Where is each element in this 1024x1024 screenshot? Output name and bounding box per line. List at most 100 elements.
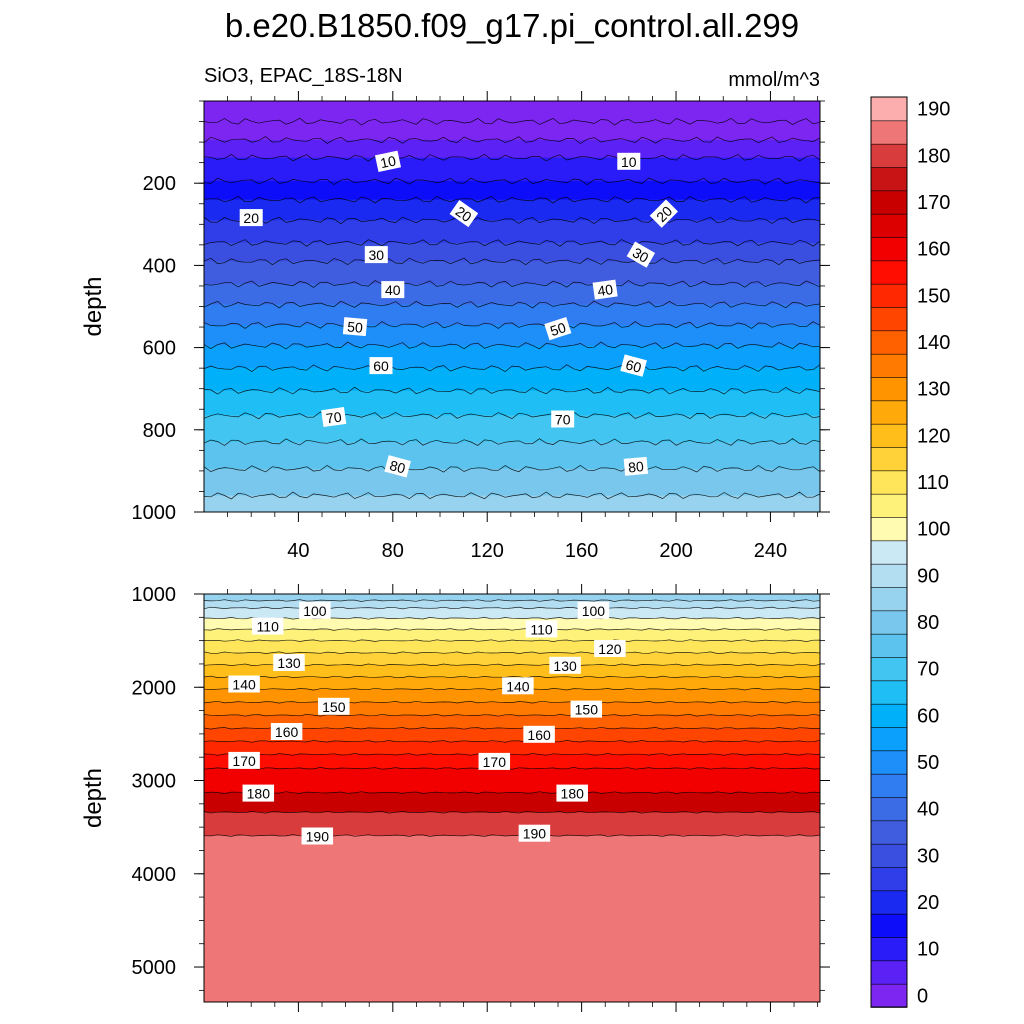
colorbar-swatch bbox=[870, 213, 908, 238]
colorbar-label: 80 bbox=[917, 612, 939, 634]
contour-label: 10 bbox=[617, 152, 641, 170]
contour-line bbox=[204, 257, 820, 266]
contour-line bbox=[204, 791, 820, 794]
contour-line bbox=[204, 753, 820, 756]
contour-label-box bbox=[525, 620, 558, 638]
contour-label-box bbox=[251, 617, 284, 635]
contour-label-box bbox=[518, 824, 551, 842]
lower-panel: 100 100 110 110 120 130 130 140 140 150 150 160 160 1… bbox=[80, 584, 830, 1012]
colorbar-swatch bbox=[870, 400, 908, 425]
colorbar-swatch bbox=[870, 283, 908, 308]
contour-band bbox=[204, 468, 820, 497]
colorbar-swatch bbox=[870, 633, 908, 658]
contour-label-text: 50 bbox=[347, 318, 364, 335]
contour-band bbox=[204, 261, 820, 285]
contour-band bbox=[204, 607, 820, 620]
contour-line bbox=[204, 740, 820, 743]
contour-label-text: 60 bbox=[373, 358, 389, 374]
colorbar-swatch bbox=[870, 166, 908, 192]
contour-label-box bbox=[318, 697, 350, 715]
subtitle-right: mmol/m^3 bbox=[728, 69, 820, 91]
contour-band bbox=[204, 835, 820, 1002]
y-tick-label: 600 bbox=[143, 338, 176, 360]
contour-label-text: 100 bbox=[303, 603, 327, 619]
contour-line bbox=[204, 464, 820, 473]
contour-band bbox=[204, 345, 820, 370]
contour-label-box bbox=[299, 601, 331, 619]
colorbar-swatch bbox=[870, 423, 908, 448]
colorbar-swatch bbox=[870, 330, 908, 355]
y-tick-label: 4000 bbox=[132, 864, 177, 886]
contour-line bbox=[204, 216, 820, 225]
contour-label-text: 40 bbox=[596, 281, 614, 299]
contour-label: 190 bbox=[518, 824, 551, 842]
contour-line bbox=[204, 321, 820, 329]
contour-label-text: 130 bbox=[553, 658, 577, 674]
contour-label: 70 bbox=[321, 406, 347, 428]
contour-label-text: 190 bbox=[523, 826, 547, 842]
colorbar-swatch bbox=[870, 983, 908, 1008]
contour-label-text: 140 bbox=[232, 677, 256, 693]
colorbar-swatch bbox=[870, 376, 908, 402]
contour-label: 10 bbox=[374, 150, 402, 173]
colorbar-swatch bbox=[870, 586, 908, 612]
colorbar: 0 10 20 30 40 50 60 70 80 90 100 110 120 130 140 150 160… bbox=[870, 96, 950, 1008]
contour-label-text: 110 bbox=[257, 619, 280, 635]
colorbar-swatch bbox=[870, 96, 908, 122]
contour-label-text: 10 bbox=[621, 154, 637, 170]
contour-label-text: 100 bbox=[582, 603, 606, 619]
contour-label: 50 bbox=[544, 316, 572, 341]
contour-band bbox=[204, 181, 820, 201]
x-tick-label: 80 bbox=[382, 540, 404, 562]
x-tick-label: 120 bbox=[471, 540, 504, 562]
contour-label: 60 bbox=[369, 357, 393, 375]
contour-band bbox=[204, 640, 820, 654]
contour-band bbox=[204, 652, 820, 666]
contour-band bbox=[204, 101, 820, 123]
contour-label-box bbox=[242, 784, 275, 802]
upper-panel: 10 10 20 20 20 30 30 40 40 50 50 60 60 70 70 80 80 200 400… bbox=[80, 91, 830, 562]
contour-label: 80 bbox=[384, 455, 411, 478]
contour-line bbox=[204, 651, 820, 655]
colorbar-swatch bbox=[870, 143, 908, 168]
contour-band bbox=[204, 594, 820, 602]
contour-label-box bbox=[270, 723, 303, 740]
contour-band bbox=[204, 220, 820, 244]
colorbar-label: 120 bbox=[917, 425, 950, 447]
x-tick-label: 40 bbox=[287, 540, 309, 562]
colorbar-swatch bbox=[870, 120, 908, 145]
colorbar-swatch bbox=[870, 913, 908, 938]
contour-band bbox=[204, 140, 820, 159]
x-tick-label: 240 bbox=[754, 540, 787, 562]
contour-line bbox=[204, 491, 820, 500]
colorbar-swatch bbox=[870, 446, 908, 472]
contour-label-text: 30 bbox=[630, 244, 652, 266]
contour-label-text: 10 bbox=[379, 152, 398, 171]
contour-label-box bbox=[620, 354, 647, 377]
contour-label-text: 50 bbox=[548, 319, 568, 339]
contour-line bbox=[204, 411, 820, 420]
contour-label: 20 bbox=[239, 209, 263, 227]
contour-band bbox=[204, 157, 820, 183]
contour-label: 170 bbox=[228, 751, 260, 769]
colorbar-label: 40 bbox=[917, 799, 939, 821]
upper-plot-area bbox=[204, 101, 820, 512]
contour-label: 40 bbox=[381, 281, 405, 299]
contour-label-box bbox=[369, 357, 393, 375]
colorbar-frame bbox=[870, 96, 908, 1008]
contour-line bbox=[204, 599, 820, 602]
colorbar-swatch bbox=[870, 890, 908, 915]
colorbar-label: 130 bbox=[917, 379, 950, 401]
contour-label: 80 bbox=[623, 456, 649, 476]
colorbar-swatch bbox=[870, 843, 908, 868]
colorbar-swatch bbox=[870, 353, 908, 378]
contour-band bbox=[204, 629, 820, 642]
contour-line bbox=[204, 713, 820, 717]
contour-label: 30 bbox=[626, 241, 656, 268]
contour-label-box bbox=[626, 241, 656, 268]
contour-label-text: 70 bbox=[325, 408, 343, 426]
contour-label-box bbox=[549, 656, 581, 674]
contour-band bbox=[204, 768, 820, 794]
y-tick-label: 5000 bbox=[132, 957, 177, 979]
contour-label: 30 bbox=[364, 246, 388, 264]
